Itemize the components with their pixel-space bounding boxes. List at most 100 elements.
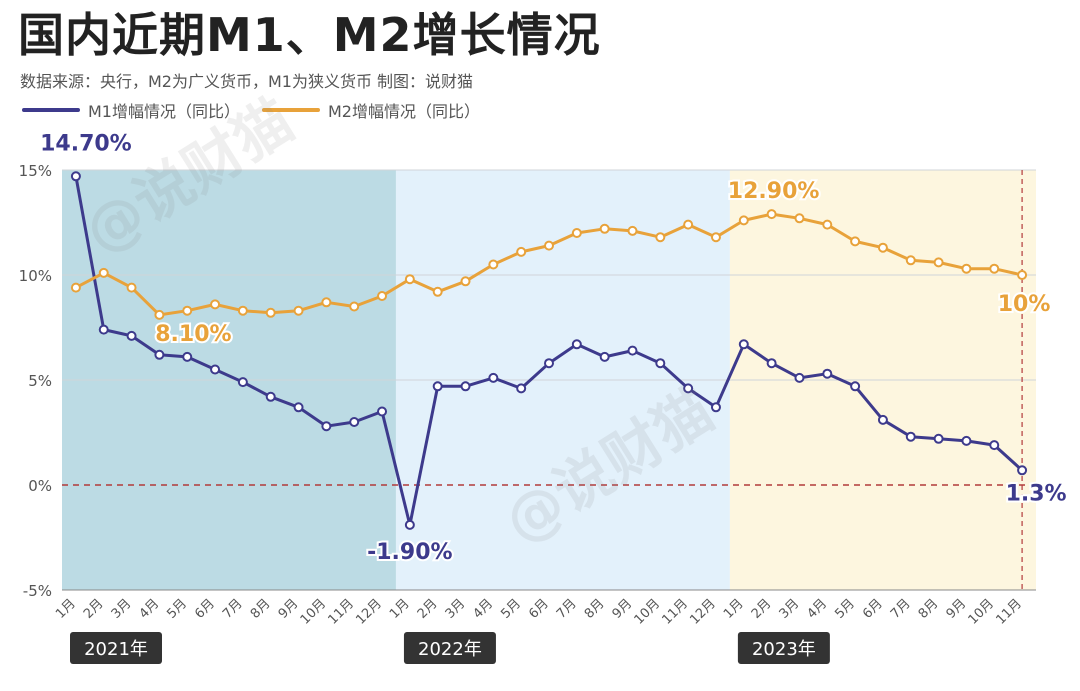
chart-subtitle: 数据来源：央行，M2为广义货币，M1为狭义货币 制图：说财猫 [20,72,474,91]
y-tick-label: -5% [23,582,52,600]
y-tick-label: 10% [19,267,52,285]
x-tick-label: 6月 [860,596,886,622]
data-point-m2 [154,309,165,320]
page-title: 国内近期M1、M2增长情况 [18,8,601,62]
data-point-m1 [126,330,137,341]
x-tick-label: 5月 [832,596,858,622]
data-point-m2 [850,236,861,247]
data-point-m1 [237,377,248,388]
year-badge-bg [403,632,496,664]
data-point-m1 [766,358,777,369]
data-point-m2 [1017,270,1028,280]
x-tick-label: 5月 [498,596,524,622]
x-tick-label: 3月 [777,596,803,622]
data-point-m2 [655,232,666,243]
x-tick-label: 3月 [109,596,135,622]
data-point-m1 [1017,465,1028,476]
data-point-m2 [126,282,137,293]
data-point-m1 [571,339,582,350]
x-tick-label: 11月 [659,596,690,627]
data-point-m1 [738,339,749,350]
legend-item-m1: M1增幅情况（同比） [22,98,240,122]
x-tick-label: 8月 [916,596,942,622]
legend-label-m1: M1增幅情况（同比） [88,102,240,121]
data-label-m1: -1.90% [367,540,452,565]
data-point-m2 [460,276,471,287]
data-point-m1 [460,381,471,392]
data-point-m2 [571,228,582,238]
data-point-m1 [933,433,944,444]
x-tick-label: 8月 [582,596,608,622]
data-point-m1 [905,431,916,442]
year-badge-label: 2022年 [418,639,482,660]
data-point-m1 [599,351,610,362]
data-point-m1 [822,368,833,379]
data-point-m2 [237,305,248,316]
data-point-m2 [961,263,972,274]
x-tick-label: 4月 [804,596,830,622]
x-tick-label: 1月 [721,596,747,622]
data-point-m2 [404,274,415,285]
data-point-m2 [905,255,916,266]
x-tick-label: 7月 [554,596,580,622]
x-tick-label: 2月 [415,596,441,622]
data-point-m1 [710,402,721,413]
data-point-m1 [182,351,193,362]
data-point-m1 [70,171,81,182]
x-tick-label: 12月 [353,596,384,627]
data-point-m1 [265,391,276,402]
x-tick-label: 2月 [81,596,107,622]
data-point-m2 [432,286,443,297]
data-point-m1 [377,406,388,417]
data-label-m2: 10% [998,292,1051,317]
data-point-m1 [627,345,638,356]
data-point-m1 [516,383,527,394]
data-point-m1 [544,358,554,369]
data-label-m1: 14.70% [40,131,132,156]
data-point-m2 [488,259,499,270]
data-point-m2 [794,213,805,224]
data-point-m1 [293,402,304,413]
x-tick-label: 2月 [749,596,775,622]
data-label-m2: 12.90% [728,179,820,204]
data-point-m2 [321,297,332,308]
x-tick-label: 4月 [471,596,497,622]
data-point-m1 [794,372,805,383]
data-point-m2 [683,219,694,230]
x-tick-label: 5月 [164,596,190,622]
data-point-m2 [349,301,360,312]
x-tick-label: 6月 [192,596,218,622]
data-point-m2 [265,307,276,318]
data-point-m2 [293,305,304,316]
data-point-m2 [766,209,777,220]
data-point-m2 [877,242,888,253]
x-tick-label: 8月 [248,596,274,622]
data-point-m2 [182,305,193,316]
x-tick-label: 7月 [220,596,246,622]
year-badge-label: 2021年 [84,639,148,660]
x-tick-label: 1月 [53,596,79,622]
data-point-m2 [738,215,749,226]
data-point-m2 [710,232,721,243]
data-point-m1 [989,440,1000,451]
year-badge-bg [70,632,162,664]
x-tick-label: 10月 [298,596,329,627]
year-badge-bg [737,632,830,664]
x-tick-label: 11月 [993,596,1024,627]
x-tick-label: 1月 [387,596,413,622]
data-label-m2: 8.10% [155,322,231,347]
x-tick-label: 7月 [888,596,914,622]
legend-swatch-m2 [262,108,320,112]
data-point-m1 [432,381,443,392]
legend-swatch-m1 [22,108,80,112]
data-point-m1 [683,383,694,394]
data-point-m2 [544,240,554,251]
data-point-m1 [877,414,888,425]
data-point-m2 [70,282,81,293]
data-point-m2 [822,219,833,230]
data-point-m2 [516,246,527,257]
y-tick-label: 15% [19,162,52,180]
data-point-m1 [655,358,666,369]
y-tick-label: 0% [28,477,52,495]
